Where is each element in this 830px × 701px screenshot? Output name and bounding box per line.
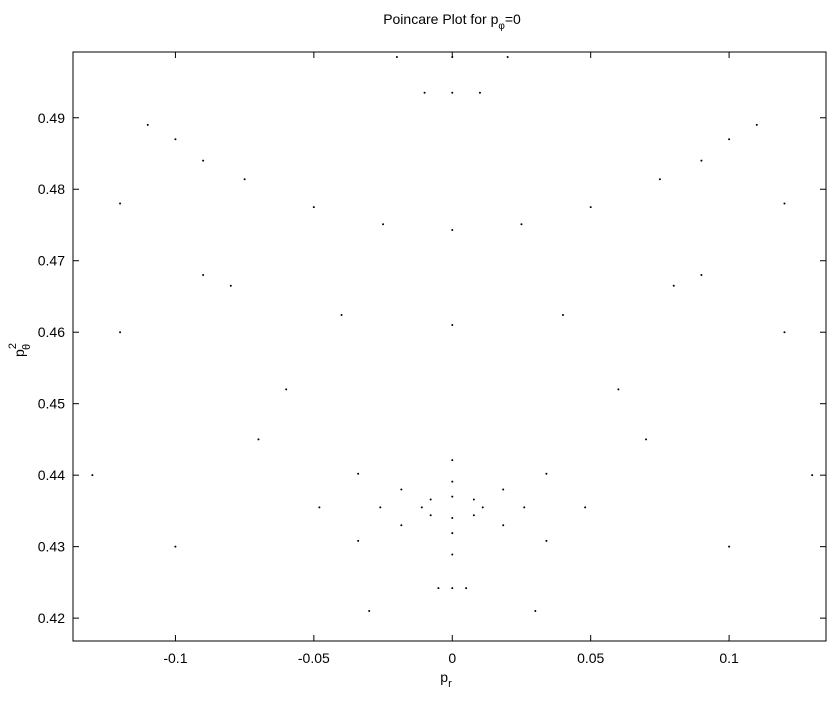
point [451, 91, 454, 94]
y-tick-label: 0.45 [38, 396, 65, 412]
point [420, 506, 423, 509]
x-tick-label: 0 [448, 650, 456, 666]
point [202, 159, 205, 162]
point [429, 498, 432, 501]
point [400, 488, 403, 491]
plot-frame [72, 51, 827, 642]
point [368, 609, 371, 612]
x-label-text: p [440, 669, 448, 685]
point [478, 91, 481, 94]
point [545, 472, 548, 475]
title-suffix: =0 [505, 11, 521, 27]
point [202, 274, 205, 277]
point [243, 178, 246, 181]
point [423, 91, 426, 94]
point [451, 495, 454, 498]
point [523, 506, 526, 509]
point [395, 56, 398, 59]
point [451, 587, 454, 590]
point [617, 388, 620, 391]
point [229, 284, 232, 287]
point [91, 474, 94, 477]
point [502, 524, 505, 527]
y-label-superscript: 2 [7, 343, 19, 349]
point [146, 123, 149, 126]
point [379, 506, 382, 509]
point [340, 314, 343, 317]
point [451, 459, 454, 462]
point [174, 545, 177, 548]
point [285, 388, 288, 391]
point [119, 202, 122, 205]
point [318, 506, 321, 509]
point [520, 223, 523, 226]
point [451, 517, 454, 520]
x-tick-label: 0.05 [577, 650, 604, 666]
y-label: p2 θ [7, 343, 33, 357]
point [357, 539, 360, 542]
point [534, 609, 537, 612]
point [700, 274, 703, 277]
point [357, 472, 360, 475]
point [451, 553, 454, 556]
point [783, 202, 786, 205]
point [451, 324, 454, 327]
title-subscript: φ [498, 21, 505, 32]
point [502, 488, 505, 491]
point [645, 438, 648, 441]
x-label-subscript: r [448, 678, 452, 690]
point [174, 138, 177, 141]
y-tick-label: 0.46 [38, 324, 65, 340]
point [728, 138, 731, 141]
x-tick-label: -0.1 [163, 650, 187, 666]
point [451, 228, 454, 231]
point [700, 159, 703, 162]
point [465, 587, 468, 590]
point [451, 56, 454, 59]
point [481, 506, 484, 509]
point [783, 331, 786, 334]
point [545, 539, 548, 542]
point [728, 545, 731, 548]
y-tick-label: 0.49 [38, 110, 65, 126]
point [451, 480, 454, 483]
point [584, 506, 587, 509]
point [472, 498, 475, 501]
title-text: Poincare Plot for p [383, 11, 498, 27]
x-tick-label: -0.05 [298, 650, 330, 666]
y-label-text: p [11, 349, 27, 357]
point [400, 524, 403, 527]
y-label-subscript: θ [21, 344, 33, 350]
point [672, 284, 675, 287]
x-axis-label: pr [440, 669, 452, 690]
y-tick-label: 0.42 [38, 610, 65, 626]
x-tick-label: 0.1 [719, 650, 739, 666]
point [382, 223, 385, 226]
y-axis-label: p2 θ [7, 343, 33, 357]
point [562, 314, 565, 317]
point [589, 206, 592, 209]
point [312, 206, 315, 209]
y-tick-label: 0.47 [38, 253, 65, 269]
point [451, 532, 454, 535]
point [429, 514, 432, 517]
y-tick-label: 0.44 [38, 467, 65, 483]
point [811, 474, 814, 477]
point [472, 514, 475, 517]
point [257, 438, 260, 441]
point [755, 123, 758, 126]
chart-title: Poincare Plot for pφ=0 [383, 11, 521, 32]
y-tick-label: 0.48 [38, 181, 65, 197]
point [119, 331, 122, 334]
point [506, 56, 509, 59]
y-tick-label: 0.43 [38, 539, 65, 555]
point [658, 178, 661, 181]
point [437, 587, 440, 590]
